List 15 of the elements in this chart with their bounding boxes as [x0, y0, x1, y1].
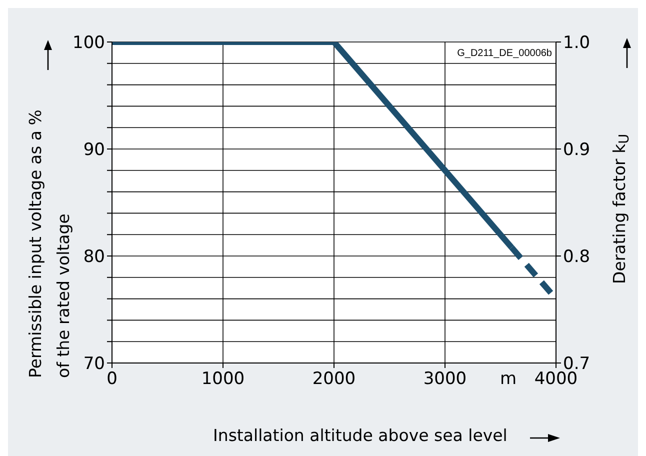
- x-tick-label: 1000: [201, 369, 245, 389]
- x-tick-label: 0: [106, 369, 118, 389]
- y-tick-label: 90: [83, 140, 105, 160]
- x-tick-label: 2000: [312, 369, 356, 389]
- y-tick-label: 70: [83, 354, 105, 374]
- text: m: [500, 369, 517, 389]
- y2-tick-label: 1.0: [563, 33, 590, 54]
- y-tick-label: 80: [83, 247, 105, 268]
- y-axis-title: Permissible input voltage as a % of the rated voltage: [25, 108, 74, 378]
- x-tick-label: 3000: [423, 369, 467, 389]
- y2-tick-label: 0.9: [563, 140, 590, 160]
- y-tick-label: 100: [72, 33, 105, 54]
- x-axis-title: Installation altitude above sea level: [213, 426, 508, 445]
- annotation: G_D211_DE_00006b: [457, 48, 552, 59]
- y2-tick-label: 0.8: [563, 247, 590, 268]
